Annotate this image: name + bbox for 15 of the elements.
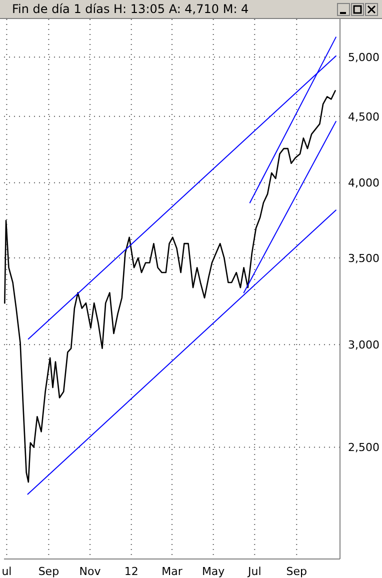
y-tick-label: 3,000 <box>348 338 380 352</box>
x-tick-label: ul <box>2 564 12 578</box>
x-tick-label: Sep <box>38 564 60 578</box>
y-tick-label: 4,500 <box>348 110 380 124</box>
x-tick-label: Nov <box>79 564 102 578</box>
y-tick-label: 4,000 <box>348 176 380 190</box>
x-tick-label: Sep <box>286 564 308 578</box>
y-tick-label: 2,500 <box>348 441 380 454</box>
y-tick-label: 5,000 <box>348 50 380 64</box>
x-tick-label: Jul <box>247 564 262 578</box>
y-tick-label: 3,500 <box>348 252 380 265</box>
x-tick-label: 12 <box>124 564 138 578</box>
x-tick-label: Mar <box>162 564 183 578</box>
chart-title: Fin de día 1 días H: 13:05 A: 4,710 M: 4 <box>11 2 249 16</box>
x-tick-label: May <box>202 564 226 578</box>
